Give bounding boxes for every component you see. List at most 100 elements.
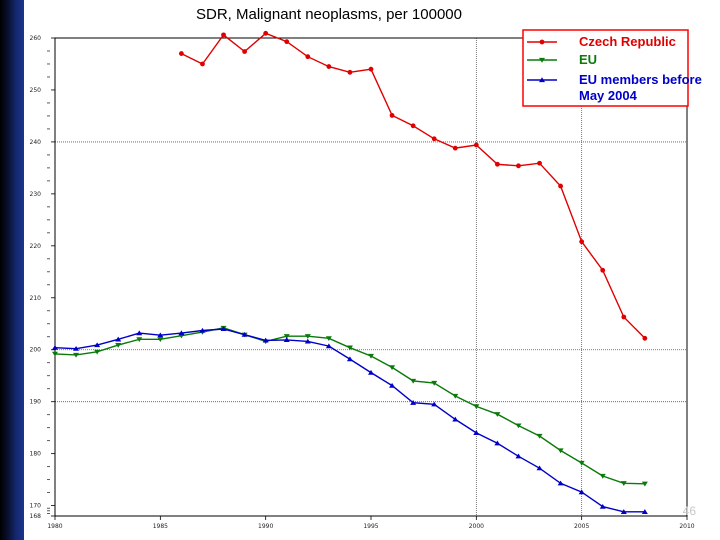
data-point: [284, 39, 290, 45]
data-point: [389, 382, 396, 388]
legend-label-line: EU members before: [579, 72, 702, 87]
data-point: [620, 481, 627, 486]
data-point: [410, 400, 417, 405]
legend-label: Czech Republic: [579, 34, 676, 49]
series-line: [54, 327, 645, 485]
chart-title: SDR, Malignant neoplasms, per 100000: [196, 6, 462, 23]
data-point: [536, 465, 543, 471]
y-tick-label: 200: [30, 347, 42, 354]
y-tick-label: 210: [30, 295, 42, 302]
data-point: [539, 77, 545, 83]
series-group: [52, 30, 648, 514]
data-point: [578, 460, 585, 466]
data-point: [600, 267, 606, 273]
data-point: [452, 393, 459, 399]
data-point: [599, 473, 606, 479]
data-point: [473, 404, 480, 410]
data-point: [539, 39, 545, 45]
data-point: [368, 369, 374, 375]
data-point: [557, 480, 564, 486]
data-point: [346, 356, 353, 362]
data-point: [283, 337, 290, 342]
legend-item: Czech Republic: [527, 34, 676, 49]
legend-label-line: May 2004: [579, 88, 638, 103]
data-point: [115, 342, 122, 348]
data-point: [325, 336, 332, 342]
data-point: [52, 344, 58, 350]
data-point: [641, 509, 648, 514]
data-point: [326, 64, 332, 69]
data-point: [221, 32, 226, 38]
y-tick-label: 220: [30, 243, 42, 250]
data-point: [579, 239, 585, 245]
data-point: [410, 378, 417, 384]
data-point: [263, 30, 269, 36]
data-point: [136, 330, 143, 336]
legend-label: EU members before May 2004: [579, 72, 702, 103]
data-point: [304, 338, 311, 344]
data-point: [537, 160, 542, 166]
y-tick-label: 240: [30, 139, 42, 146]
y-tick-label: 170: [30, 503, 42, 510]
data-point: [557, 448, 564, 454]
data-point: [642, 335, 648, 341]
grid-lines: [55, 38, 687, 516]
legend-item: EU members before May 2004: [527, 72, 702, 103]
data-point: [473, 430, 480, 435]
data-point: [452, 416, 459, 422]
data-point: [494, 412, 501, 417]
legend: Czech Republic EU EU members before May 200…: [522, 29, 702, 107]
data-point: [368, 353, 374, 359]
data-point: [136, 337, 143, 343]
data-point: [473, 142, 479, 148]
y-tick-label: 230: [30, 191, 42, 198]
series-2: [52, 325, 648, 487]
data-point: [389, 365, 396, 371]
data-point: [347, 69, 353, 75]
y-tick-label: 250: [30, 87, 42, 94]
plot-frame: [54, 37, 688, 517]
x-tick-label: 1995: [363, 523, 378, 530]
data-point: [241, 331, 248, 337]
x-tick-label: 2010: [679, 523, 694, 530]
x-tick-label: 1990: [258, 523, 273, 530]
data-point: [178, 330, 185, 336]
legend-item: EU: [527, 52, 597, 67]
data-point: [431, 401, 438, 407]
data-point: [262, 337, 269, 343]
data-point: [539, 57, 545, 63]
data-point: [283, 334, 290, 339]
chart-panel: SDR, Malignant neoplasms, per 100000 168…: [24, 0, 720, 540]
data-point: [536, 433, 543, 439]
data-point: [431, 136, 437, 142]
data-point: [515, 453, 522, 459]
y-tick-label: 260: [30, 35, 42, 42]
data-point: [305, 54, 311, 60]
data-point: [621, 314, 627, 320]
data-point: [368, 66, 374, 72]
data-point: [199, 327, 206, 333]
x-tick-label: 1980: [47, 523, 62, 530]
data-point: [179, 51, 184, 56]
data-point: [73, 346, 80, 351]
data-point: [494, 440, 501, 446]
data-point: [515, 423, 522, 429]
legend-label: EU: [579, 52, 597, 67]
series-1: [179, 30, 648, 341]
data-point: [641, 481, 648, 487]
y-tick-label: 180: [30, 451, 42, 458]
data-point: [620, 509, 627, 514]
data-point: [220, 326, 227, 332]
data-point: [157, 332, 164, 338]
y-tick-label: 168: [30, 513, 42, 520]
data-point: [389, 113, 395, 118]
x-tick-label: 2005: [574, 523, 589, 530]
data-point: [495, 161, 500, 167]
data-point: [431, 380, 438, 386]
data-point: [325, 343, 332, 349]
series-3: [52, 326, 648, 514]
data-point: [558, 183, 563, 189]
data-point: [200, 61, 205, 67]
data-point: [157, 337, 164, 343]
x-tick-label: 2000: [469, 523, 484, 530]
